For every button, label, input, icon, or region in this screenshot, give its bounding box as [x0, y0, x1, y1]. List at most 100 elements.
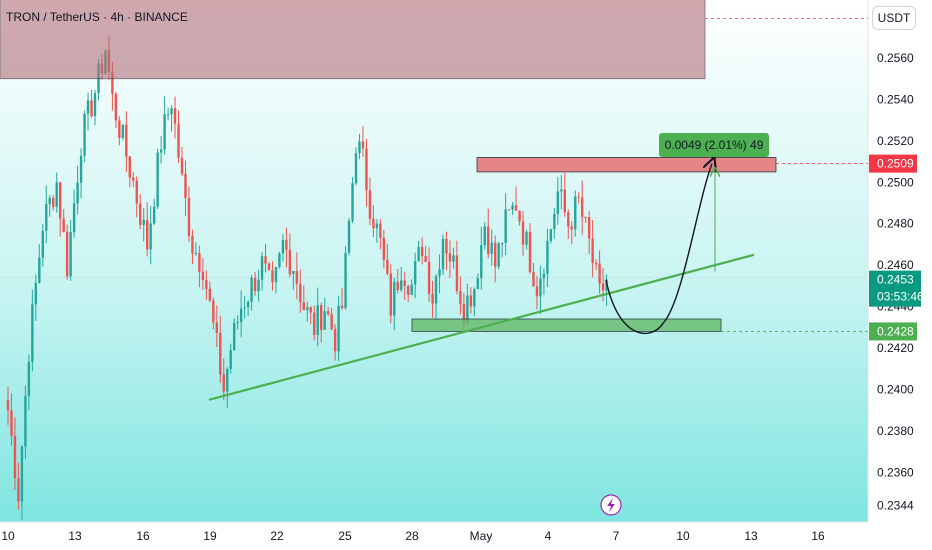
candle-up [48, 197, 51, 205]
candle-up [490, 242, 493, 254]
candle-down [264, 256, 267, 264]
candle-down [487, 226, 490, 254]
candle-down [427, 261, 431, 294]
candle-up [69, 232, 72, 277]
candle-down [17, 478, 20, 502]
candle-up [166, 114, 170, 116]
candle-down [445, 238, 448, 254]
candle-down [90, 100, 93, 117]
candle-down [111, 71, 114, 94]
candle-down [507, 209, 511, 211]
candle-up [504, 209, 507, 243]
price-tag-box [869, 154, 917, 173]
candle-up [434, 275, 438, 304]
candle-up [142, 219, 145, 225]
candle-up [243, 307, 246, 309]
candle-up [480, 245, 483, 279]
candle-down [514, 205, 518, 211]
candle-up [55, 182, 58, 207]
candle-up [347, 220, 351, 253]
candle-down [581, 197, 584, 217]
candle-down [62, 218, 65, 232]
candle-down [285, 239, 288, 250]
candle-up [323, 311, 326, 330]
candle-down [462, 303, 466, 324]
candle-down [494, 242, 497, 267]
y-tick-label: 0.2540 [877, 92, 914, 106]
candle-down [372, 218, 375, 229]
candle-up [441, 238, 445, 270]
candle-down [205, 280, 208, 289]
candle-up [24, 396, 27, 447]
candle-down [594, 263, 598, 265]
candle-down [330, 314, 333, 330]
candle-up [497, 243, 500, 267]
candle-down [288, 249, 292, 275]
candle-down [180, 157, 184, 174]
currency-button[interactable]: USDT [872, 6, 916, 30]
x-tick-label: 28 [405, 529, 419, 543]
y-tick-label: 0.2400 [877, 382, 914, 396]
candle-up [351, 183, 354, 221]
candle-up [278, 253, 281, 268]
candle-down [340, 305, 344, 309]
candle-down [570, 226, 573, 230]
candle-up [306, 307, 309, 311]
candle-down [52, 197, 55, 207]
candle-up [93, 92, 97, 117]
x-tick-label: 16 [136, 529, 150, 543]
price-tags: 0.2509 0.2453 03:53:46 0.2428 [869, 154, 924, 341]
candle-up [473, 289, 476, 307]
candle-up [79, 155, 83, 183]
candle-down [201, 271, 205, 281]
x-tick-label: 7 [613, 529, 620, 543]
time-axis-panel [0, 522, 868, 550]
candle-down [212, 300, 215, 323]
candle-up [31, 304, 34, 362]
candle-up [233, 322, 236, 351]
support-zone [411, 318, 722, 332]
candle-down [65, 231, 69, 277]
overlay-layer: 0.0049 (2.01%) 49 [0, 0, 868, 516]
chart-title: TRON / TetherUS · 4h · BINANCE [6, 10, 188, 24]
y-tick-label: 0.2380 [877, 424, 914, 438]
measure-label: 0.0049 (2.01%) 49 [659, 133, 769, 157]
candle-down [6, 400, 10, 411]
candle-up [27, 361, 31, 397]
candle-down [535, 286, 539, 297]
candle-down [313, 312, 316, 336]
y-tick-label: 0.2560 [877, 51, 914, 65]
candle-up [553, 213, 556, 230]
candle-down [379, 223, 382, 238]
candle-up [229, 350, 232, 369]
resistance-zone [0, 0, 706, 80]
ascending-trendline [208, 253, 755, 401]
candle-up [438, 269, 441, 276]
candle-up [410, 284, 413, 295]
candle-down [563, 189, 566, 213]
candle-down [198, 252, 201, 272]
candle-down [431, 293, 434, 304]
candle-up [152, 206, 156, 224]
candle-up [121, 124, 125, 138]
chart-background [0, 0, 868, 522]
candle-down [455, 255, 459, 291]
candle-down [469, 295, 473, 307]
candle-down [320, 305, 323, 330]
candle-down [253, 277, 257, 292]
candle-down [326, 311, 330, 315]
price-tag-box [869, 270, 921, 307]
candle-down [13, 435, 17, 479]
candle-up [476, 278, 479, 290]
candle-down [584, 216, 587, 218]
target-zone [476, 157, 777, 173]
candle-up [539, 278, 542, 297]
candle-down [135, 180, 138, 204]
candle-down [601, 283, 605, 291]
lightning-icon [600, 494, 622, 516]
candle-down [302, 302, 305, 311]
candle-down [59, 182, 62, 219]
candle-down [448, 253, 452, 262]
